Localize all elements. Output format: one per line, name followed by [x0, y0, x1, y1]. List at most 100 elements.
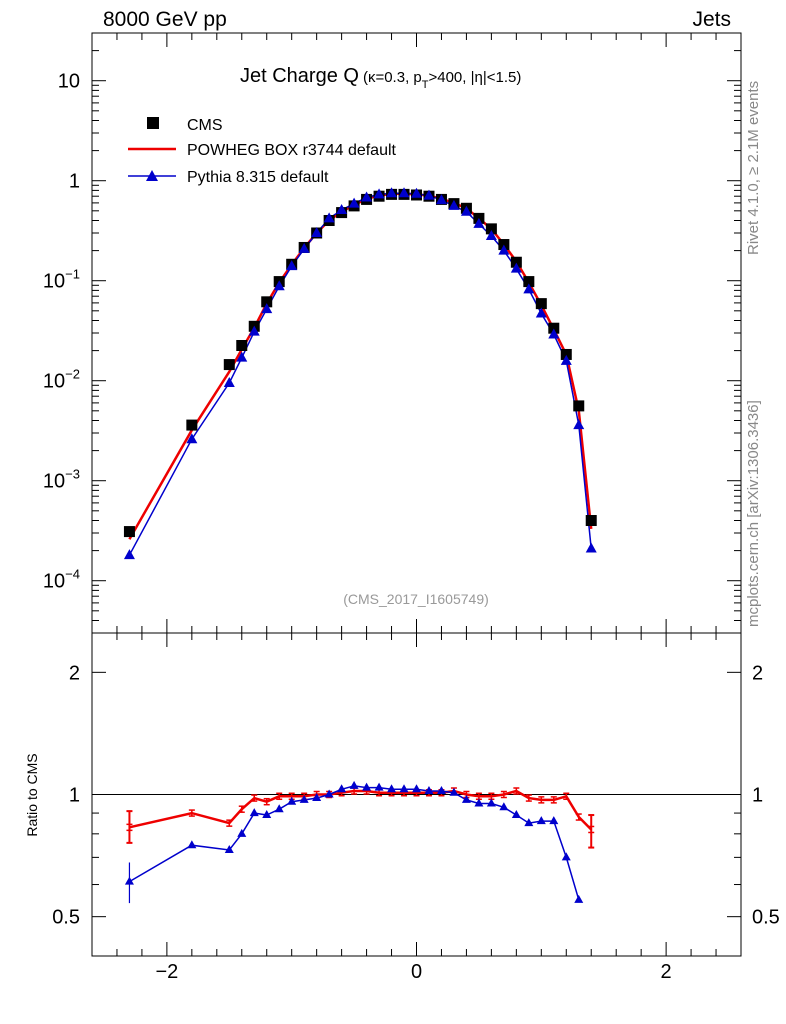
ratio-ytick-label-left: 0.5 — [52, 907, 80, 929]
pythia-point — [298, 242, 310, 253]
header-right: Jets — [692, 8, 731, 31]
ratio-ytick-label-left: 1 — [69, 785, 80, 807]
pythia-point — [261, 303, 273, 314]
title-sub: T — [422, 79, 429, 91]
pythia-point — [498, 244, 510, 255]
ratio-pythia-point — [511, 810, 521, 819]
powheg-line — [128, 192, 593, 540]
ratio-pythia-line — [129, 785, 580, 901]
pythia-line — [128, 192, 592, 556]
pythia-point — [411, 187, 422, 198]
ratio-pythia-point — [486, 798, 496, 807]
ratio-pythia-point — [262, 810, 272, 819]
pythia-point — [323, 212, 335, 223]
ratio-pythia-point — [299, 794, 309, 803]
pythia-point — [123, 549, 135, 560]
main-ytick-base: 10 — [58, 71, 80, 93]
cms-point — [548, 322, 560, 334]
pythia-point — [523, 283, 535, 294]
xtick-label: 2 — [661, 961, 672, 983]
ratio-powheg-line — [129, 789, 593, 831]
main-ytick-base: 10 — [43, 471, 65, 493]
title-rest: >400, |η|<1.5) — [428, 69, 521, 86]
pythia-point — [435, 194, 447, 205]
pythia-point — [186, 433, 198, 444]
pythia-point — [485, 229, 497, 240]
cms-point — [523, 276, 535, 288]
pythia-point — [373, 188, 385, 199]
main-ytick-base: 10 — [43, 371, 65, 393]
main-ytick-label: 10−1 — [43, 267, 80, 293]
cms-point — [585, 515, 597, 527]
title-kappa: κ=0.3, p — [368, 69, 422, 86]
ratio-pythia-point — [387, 784, 397, 793]
main-ytick-base: 10 — [43, 271, 65, 293]
ratio-pythia-point — [449, 787, 459, 796]
cms-point — [510, 256, 522, 268]
cms-point — [123, 526, 135, 538]
title-paren: ( — [363, 69, 368, 86]
ratio-pythia-point — [324, 789, 334, 798]
pythia-point — [386, 187, 398, 198]
pythia-point — [560, 354, 572, 365]
cms-point — [223, 359, 235, 371]
ratio-pythia-point — [549, 816, 559, 825]
main-ytick-base: 10 — [43, 571, 65, 593]
main-ytick-label: 10−4 — [43, 567, 80, 593]
ratio-pythia-point — [237, 828, 247, 837]
ratio-pythia-point — [436, 786, 446, 795]
ratio-pythia-point — [274, 804, 284, 813]
cms-point — [485, 223, 497, 235]
cms-point — [535, 298, 547, 310]
pythia-point — [311, 227, 323, 237]
main-ytick-exp: −4 — [65, 567, 80, 582]
main-ytick-exp: −3 — [65, 467, 80, 482]
pythia-point — [510, 262, 522, 273]
ratio-pythia-point — [574, 894, 584, 903]
legend-pythia-label: Pythia 8.315 default — [187, 169, 329, 186]
pythia-point — [236, 351, 248, 362]
main-ytick-exp: −1 — [65, 267, 80, 282]
ratio-pythia-point — [362, 782, 372, 791]
legend-cms-label: CMS — [187, 117, 223, 134]
ratio-ytick-label-left: 2 — [69, 662, 80, 684]
pythia-point — [548, 328, 560, 339]
ratio-pythia-point — [424, 786, 434, 795]
pythia-point — [573, 419, 585, 430]
pythia-point — [248, 325, 260, 336]
header-left: 8000 GeV pp — [103, 8, 227, 31]
pythia-point — [286, 260, 298, 271]
ratio-pythia-point — [561, 852, 571, 861]
main-ytick-label: 10−2 — [43, 367, 80, 393]
pythia-point — [448, 199, 460, 210]
pythia-point — [535, 307, 547, 318]
chart-title: Jet Charge Q (κ=0.3, pT>400, |η|<1.5) — [240, 65, 521, 91]
ratio-pythia-point — [224, 844, 234, 853]
pythia-point — [473, 217, 485, 228]
ratio-pythia-point — [461, 794, 471, 803]
watermark: (CMS_2017_I1605749) — [343, 591, 489, 607]
pythia-point — [460, 205, 472, 216]
cms-point — [573, 400, 585, 412]
ratio-pythia-point — [287, 796, 297, 805]
ratio-ylabel: Ratio to CMS — [24, 753, 40, 836]
pythia-point — [585, 542, 597, 553]
xtick-label: 0 — [411, 961, 422, 983]
ratio-pythia-point — [399, 784, 409, 793]
pythia-point — [348, 197, 360, 208]
cms-point — [186, 419, 198, 431]
main-ytick-label: 1 — [69, 171, 80, 193]
pythia-point — [223, 376, 235, 387]
ratio-pythia-point — [187, 840, 197, 849]
ratio-pythia-point — [524, 818, 534, 827]
legend-powheg-label: POWHEG BOX r3744 default — [187, 142, 397, 159]
main-ytick-exp: −2 — [65, 367, 80, 382]
main-ytick-label: 10−3 — [43, 467, 80, 493]
series-layer — [123, 187, 597, 904]
ratio-pythia-point — [337, 784, 347, 793]
title-main: Jet Charge Q — [240, 65, 359, 87]
ratio-pythia-point — [412, 784, 421, 793]
ratio-pythia-point — [124, 876, 134, 885]
